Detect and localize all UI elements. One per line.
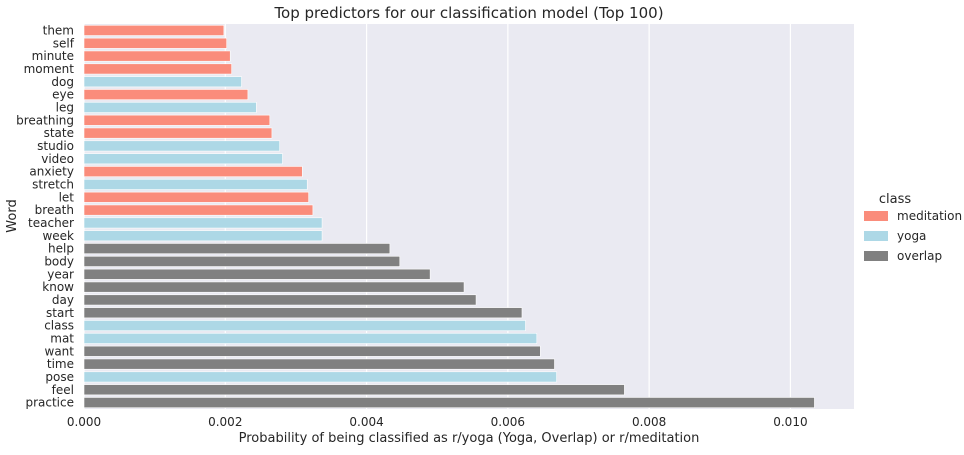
chart-title: Top predictors for our classification mo…	[273, 4, 663, 22]
bar-feel	[83, 384, 625, 396]
y-tick-label: stretch	[32, 177, 74, 191]
x-tick-label: 0.004	[349, 415, 383, 429]
bar-breath	[83, 204, 314, 216]
bar-time	[83, 358, 555, 370]
y-tick-label: year	[47, 267, 74, 281]
y-tick-label: anxiety	[29, 165, 74, 179]
bar-start	[83, 307, 523, 319]
y-tick-label: day	[52, 293, 74, 307]
bar-help	[83, 243, 391, 255]
y-tick-label: teacher	[28, 216, 74, 230]
y-tick-label: let	[59, 190, 75, 204]
bar-day	[83, 294, 477, 306]
bar-stretch	[83, 178, 308, 190]
x-tick-labels: 0.000 0.002 0.004 0.006 0.008 0.010	[67, 415, 808, 429]
bar-practice	[83, 397, 815, 409]
y-tick-label: week	[42, 229, 74, 243]
bar-anxiety	[83, 166, 303, 178]
y-axis-label: Word	[5, 199, 20, 232]
legend-swatch-overlap	[864, 251, 888, 261]
bar-them	[83, 24, 225, 36]
bar-minute	[83, 50, 231, 62]
y-tick-label: body	[44, 254, 74, 268]
y-tick-label: minute	[32, 49, 74, 63]
legend-label-yoga: yoga	[897, 229, 926, 243]
bar-dog	[83, 76, 242, 88]
y-tick-label: want	[45, 344, 75, 358]
bar-breathing	[83, 114, 271, 126]
bar-state	[83, 127, 273, 139]
y-tick-label: practice	[25, 396, 74, 410]
x-axis-label: Probability of being classified as r/yog…	[239, 431, 700, 446]
bar-leg	[83, 101, 257, 113]
x-tick-label: 0.000	[67, 415, 101, 429]
x-tick-label: 0.010	[773, 415, 807, 429]
y-tick-label: eye	[52, 88, 74, 102]
bar-eye	[83, 89, 249, 101]
legend-swatch-meditation	[864, 211, 888, 221]
bar-body	[83, 255, 401, 267]
bar-mat	[83, 332, 538, 344]
y-tick-label: video	[41, 152, 74, 166]
bar-teacher	[83, 217, 323, 229]
y-tick-label: class	[44, 319, 74, 333]
grid-lines	[83, 24, 792, 409]
bars-group	[83, 24, 815, 409]
bar-let	[83, 191, 309, 203]
plot-area	[84, 24, 854, 409]
y-tick-label: leg	[56, 100, 74, 114]
y-tick-label: breath	[35, 203, 74, 217]
y-tick-label: breathing	[16, 113, 74, 127]
y-tick-label: know	[42, 280, 74, 294]
bar-week	[83, 230, 323, 242]
bar-moment	[83, 63, 232, 75]
y-tick-label: pose	[45, 370, 74, 384]
y-tick-label: them	[43, 23, 74, 37]
y-tick-label: mat	[50, 331, 74, 345]
legend-title: class	[879, 192, 911, 207]
y-tick-label: moment	[24, 62, 75, 76]
y-tick-label: help	[48, 242, 74, 256]
bar-want	[83, 345, 541, 357]
y-tick-label: dog	[51, 75, 74, 89]
y-tick-label: time	[47, 357, 74, 371]
bar-pose	[83, 371, 557, 383]
y-tick-label: state	[44, 126, 74, 140]
y-tick-label: start	[46, 306, 74, 320]
bar-know	[83, 281, 465, 293]
bar-year	[83, 268, 431, 280]
bar-studio	[83, 140, 280, 152]
legend-swatch-yoga	[864, 231, 888, 241]
y-tick-label: self	[53, 36, 75, 50]
y-tick-labels: themselfminutemomentdogeyelegbreathingst…	[16, 23, 75, 409]
y-tick-label: feel	[52, 383, 74, 397]
legend-label-meditation: meditation	[897, 209, 962, 223]
bar-video	[83, 153, 283, 165]
x-tick-label: 0.002	[208, 415, 242, 429]
bar-class	[83, 320, 526, 332]
legend-label-overlap: overlap	[897, 249, 942, 263]
y-tick-label: studio	[37, 139, 74, 153]
x-tick-label: 0.008	[632, 415, 666, 429]
x-tick-label: 0.006	[491, 415, 525, 429]
bar-self	[83, 37, 227, 49]
legend: class meditation yoga overlap	[864, 192, 962, 263]
